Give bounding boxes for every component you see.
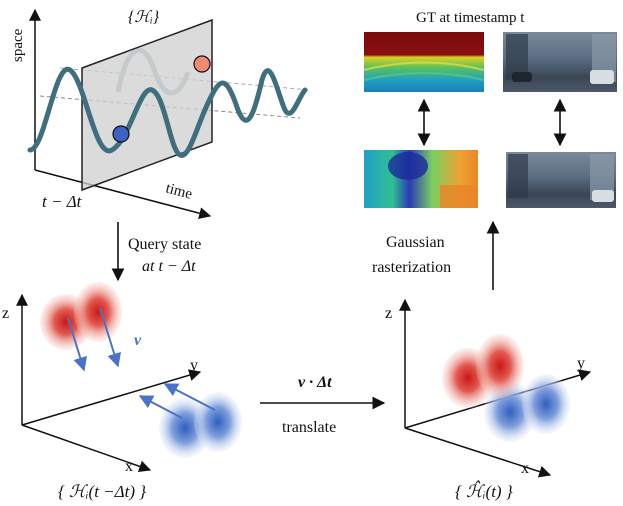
right-x-axis [404,427,552,478]
velocity-arrow [138,395,183,419]
translate-formula: v · Δt [298,374,332,391]
blue-state-dot [112,125,130,143]
street-photo-bottom [506,152,616,208]
red-gaussian [74,282,122,342]
space-label: space [10,28,26,62]
velocity-arrow [99,307,121,368]
spacetime-plot: {ℋᵢ} space time t − Δt [10,8,311,220]
velocity-label: v [134,332,142,349]
left-x-axis [21,424,152,473]
street-photo-top [503,32,617,92]
raster-line2: rasterization [372,259,451,276]
right-y-label: y [577,355,585,372]
t-minus-label: t − Δt [42,192,83,211]
left-y-label: y [190,357,198,374]
red-gaussian [476,334,524,398]
time-label: time [164,180,194,202]
set-label: {ℋᵢ} [128,9,160,26]
left-y-axis [21,369,202,426]
left-x-label: x [125,458,133,475]
left-caption: { ℋᵢ(t −Δt) } [58,482,146,501]
trajectory-wave [27,66,308,158]
right-x-label: x [521,460,529,477]
time-axis [34,169,212,220]
right-3d-scene: z y x [385,298,592,478]
depth-map-bottom [364,150,478,208]
blue-gaussian [194,392,242,452]
query-line2: at t − Δt [142,258,196,275]
left-z-label: z [2,305,9,322]
right-z-label: z [385,305,392,322]
velocity-arrow [67,317,87,372]
left-3d-scene: z y x v [2,282,242,475]
velocity-arrow [163,383,216,411]
translate-label: translate [282,419,336,436]
right-caption: { ℋ̂ᵢ(t) } [455,480,513,501]
raster-line1: Gaussian [386,234,445,251]
query-line1: Query state [128,236,201,253]
time-slice-plane [81,18,213,192]
depth-map-top [363,32,485,92]
blue-gaussian [522,374,570,434]
orange-state-dot [193,55,211,73]
gt-title: GT at timestamp t [416,10,525,26]
